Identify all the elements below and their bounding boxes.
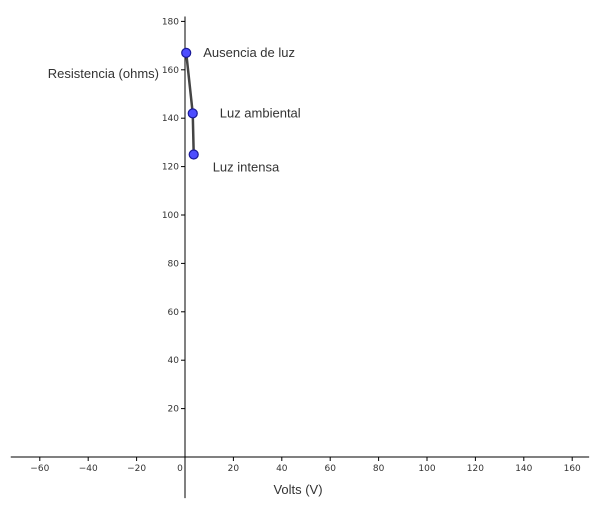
data-points bbox=[181, 47, 199, 160]
data-point-label: Luz intensa bbox=[213, 160, 280, 175]
series-line bbox=[184, 52, 195, 155]
x-tick-label: −60 bbox=[30, 464, 49, 474]
y-tick-label: 100 bbox=[162, 211, 179, 221]
y-tick-label: 120 bbox=[162, 163, 179, 173]
y-ticks: 20 40 60 80 100 120 140 160 180 bbox=[162, 17, 185, 415]
x-tick-label: −40 bbox=[79, 464, 98, 474]
x-tick-label: 80 bbox=[373, 464, 385, 474]
data-point-label: Luz ambiental bbox=[220, 105, 301, 120]
axes bbox=[10, 16, 590, 499]
data-point bbox=[187, 108, 198, 119]
y-tick-label: 160 bbox=[162, 66, 179, 76]
x-tick-label: 40 bbox=[276, 464, 288, 474]
x-ticks: −60 −40 −20 0 20 40 60 80 100 120 140 160 bbox=[30, 457, 581, 474]
y-tick-label: 180 bbox=[162, 17, 179, 27]
data-point bbox=[188, 149, 199, 160]
x-tick-label: −20 bbox=[127, 464, 146, 474]
x-axis-title: Volts (V) bbox=[273, 482, 322, 497]
x-tick-label: 0 bbox=[177, 464, 183, 474]
y-tick-label: 80 bbox=[168, 259, 180, 269]
x-tick-label: 100 bbox=[418, 464, 435, 474]
x-tick-label: 160 bbox=[564, 464, 581, 474]
y-axis-title: Resistencia (ohms) bbox=[48, 66, 159, 81]
x-tick-label: 140 bbox=[515, 464, 532, 474]
x-tick-label: 60 bbox=[324, 464, 336, 474]
data-point-labels: Ausencia de luz Luz ambiental Luz intensa bbox=[203, 45, 301, 175]
x-tick-label: 20 bbox=[228, 464, 240, 474]
data-point bbox=[181, 47, 192, 58]
data-point-label: Ausencia de luz bbox=[203, 45, 295, 60]
x-tick-label: 120 bbox=[467, 464, 484, 474]
y-tick-label: 40 bbox=[168, 356, 180, 366]
y-tick-label: 60 bbox=[168, 308, 180, 318]
y-tick-label: 140 bbox=[162, 114, 179, 124]
y-tick-label: 20 bbox=[168, 405, 180, 415]
